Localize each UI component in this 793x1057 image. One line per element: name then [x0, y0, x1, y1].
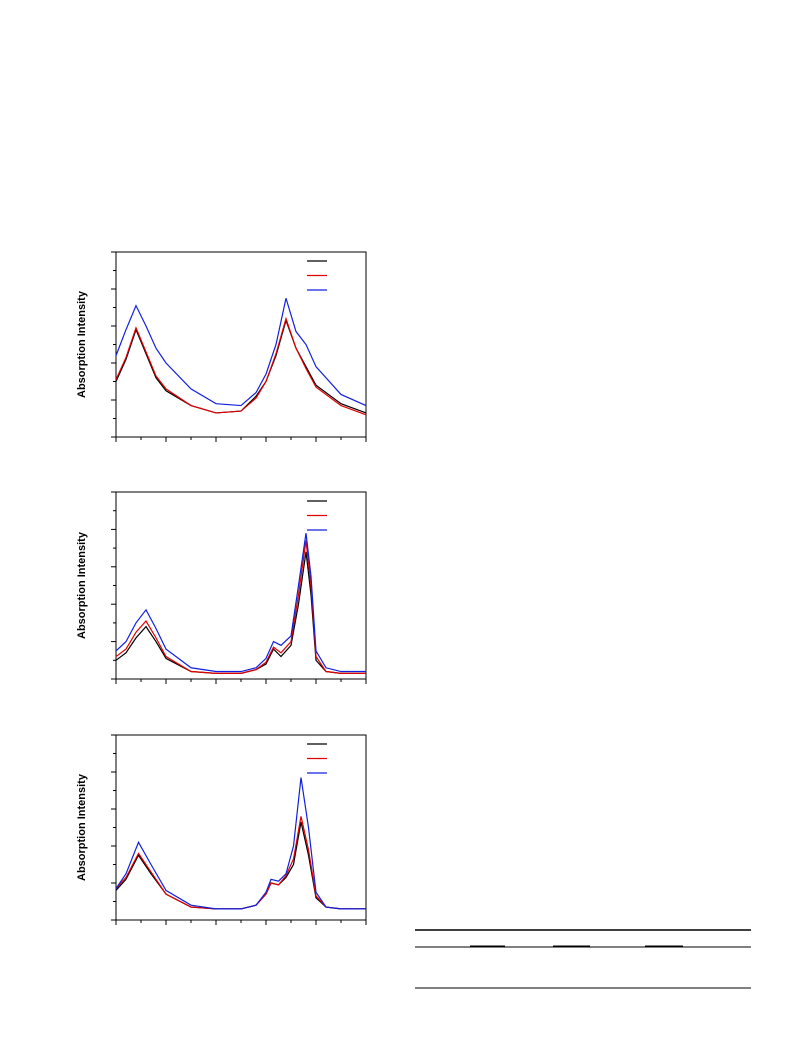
table: [415, 929, 751, 989]
spectrum-line: [115, 777, 366, 910]
y-axis-label: Absorption Intensity: [76, 773, 88, 881]
chart: Absorption Intensity: [76, 734, 367, 925]
spectrum-line: [115, 298, 367, 407]
spectrum-line: [115, 540, 366, 674]
spectrum-line: [115, 821, 366, 910]
spectrum-line: [115, 816, 366, 910]
spectrum-line: [115, 316, 367, 416]
y-axis-label: Absorption Intensity: [76, 531, 88, 639]
spectrum-line: [115, 318, 367, 414]
spectrum-line: [115, 551, 366, 674]
chart: Absorption Intensity: [76, 251, 367, 442]
plot-frame: [115, 491, 367, 680]
chart: Absorption Intensity: [76, 491, 367, 684]
y-axis-label: Absorption Intensity: [76, 290, 88, 398]
plot-frame: [115, 734, 367, 921]
spectrum-line: [115, 533, 366, 673]
plot-frame: [115, 251, 367, 438]
